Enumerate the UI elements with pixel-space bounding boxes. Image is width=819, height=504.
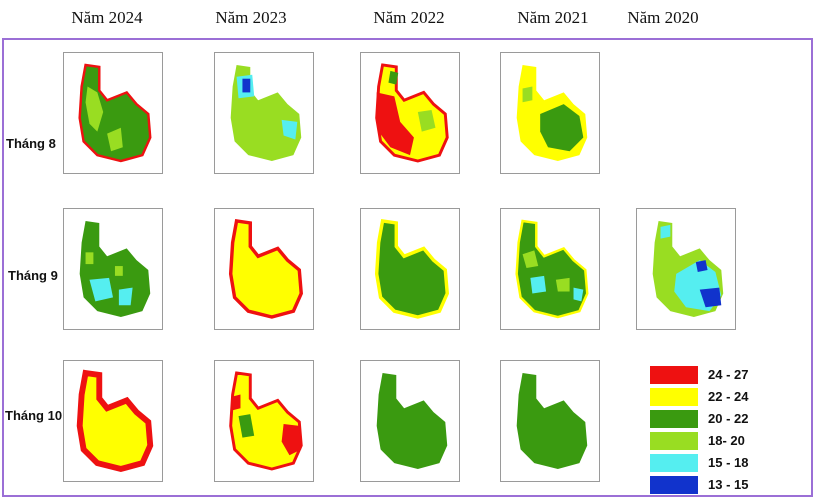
year-header-2021: Năm 2021 bbox=[517, 8, 589, 27]
map-2023-thang-9 bbox=[214, 208, 314, 330]
map-svg bbox=[516, 372, 588, 470]
map-svg bbox=[516, 64, 588, 162]
legend-swatch bbox=[650, 432, 698, 450]
map-svg bbox=[374, 219, 449, 319]
map-2021-thang-9 bbox=[500, 208, 600, 330]
map-2024-thang-9 bbox=[63, 208, 163, 330]
map-2022-thang-8 bbox=[360, 52, 460, 174]
map-2021-thang-8 bbox=[500, 52, 600, 174]
month-label-9: Tháng 9 bbox=[8, 268, 58, 283]
legend-swatch bbox=[650, 410, 698, 428]
map-svg bbox=[229, 371, 303, 471]
legend-label: 15 - 18 bbox=[708, 455, 749, 470]
map-2021-thang-10 bbox=[500, 360, 600, 482]
legend-label: 18- 20 bbox=[708, 433, 745, 448]
figure-frame bbox=[2, 38, 813, 497]
map-2022-thang-10 bbox=[360, 360, 460, 482]
legend-swatch bbox=[650, 366, 698, 384]
map-svg bbox=[652, 220, 724, 318]
map-svg bbox=[230, 64, 302, 162]
map-2024-thang-8 bbox=[63, 52, 163, 174]
map-2023-thang-8 bbox=[214, 52, 314, 174]
year-header-2023: Năm 2023 bbox=[215, 8, 287, 27]
month-label-10: Tháng 10 bbox=[5, 408, 63, 423]
month-label-8: Tháng 8 bbox=[6, 136, 56, 151]
map-svg bbox=[78, 63, 152, 163]
legend-swatch bbox=[650, 388, 698, 406]
legend-label: 22 - 24 bbox=[708, 389, 749, 404]
map-2022-thang-9 bbox=[360, 208, 460, 330]
map-svg bbox=[515, 219, 589, 319]
map-svg bbox=[375, 63, 449, 163]
legend-label: 24 - 27 bbox=[708, 367, 749, 382]
legend-label: 20 - 22 bbox=[708, 411, 749, 426]
year-header-2022: Năm 2022 bbox=[373, 8, 445, 27]
map-2023-thang-10 bbox=[214, 360, 314, 482]
map-2024-thang-10 bbox=[63, 360, 163, 482]
year-header-2024: Năm 2024 bbox=[71, 8, 143, 27]
year-header-2020: Năm 2020 bbox=[627, 8, 699, 27]
legend-swatch bbox=[650, 476, 698, 494]
map-svg bbox=[228, 219, 303, 319]
legend-label: 13 - 15 bbox=[708, 477, 749, 492]
map-2020-thang-9 bbox=[636, 208, 736, 330]
map-svg bbox=[79, 220, 151, 318]
map-svg bbox=[76, 369, 154, 473]
map-svg bbox=[376, 372, 448, 470]
legend-swatch bbox=[650, 454, 698, 472]
